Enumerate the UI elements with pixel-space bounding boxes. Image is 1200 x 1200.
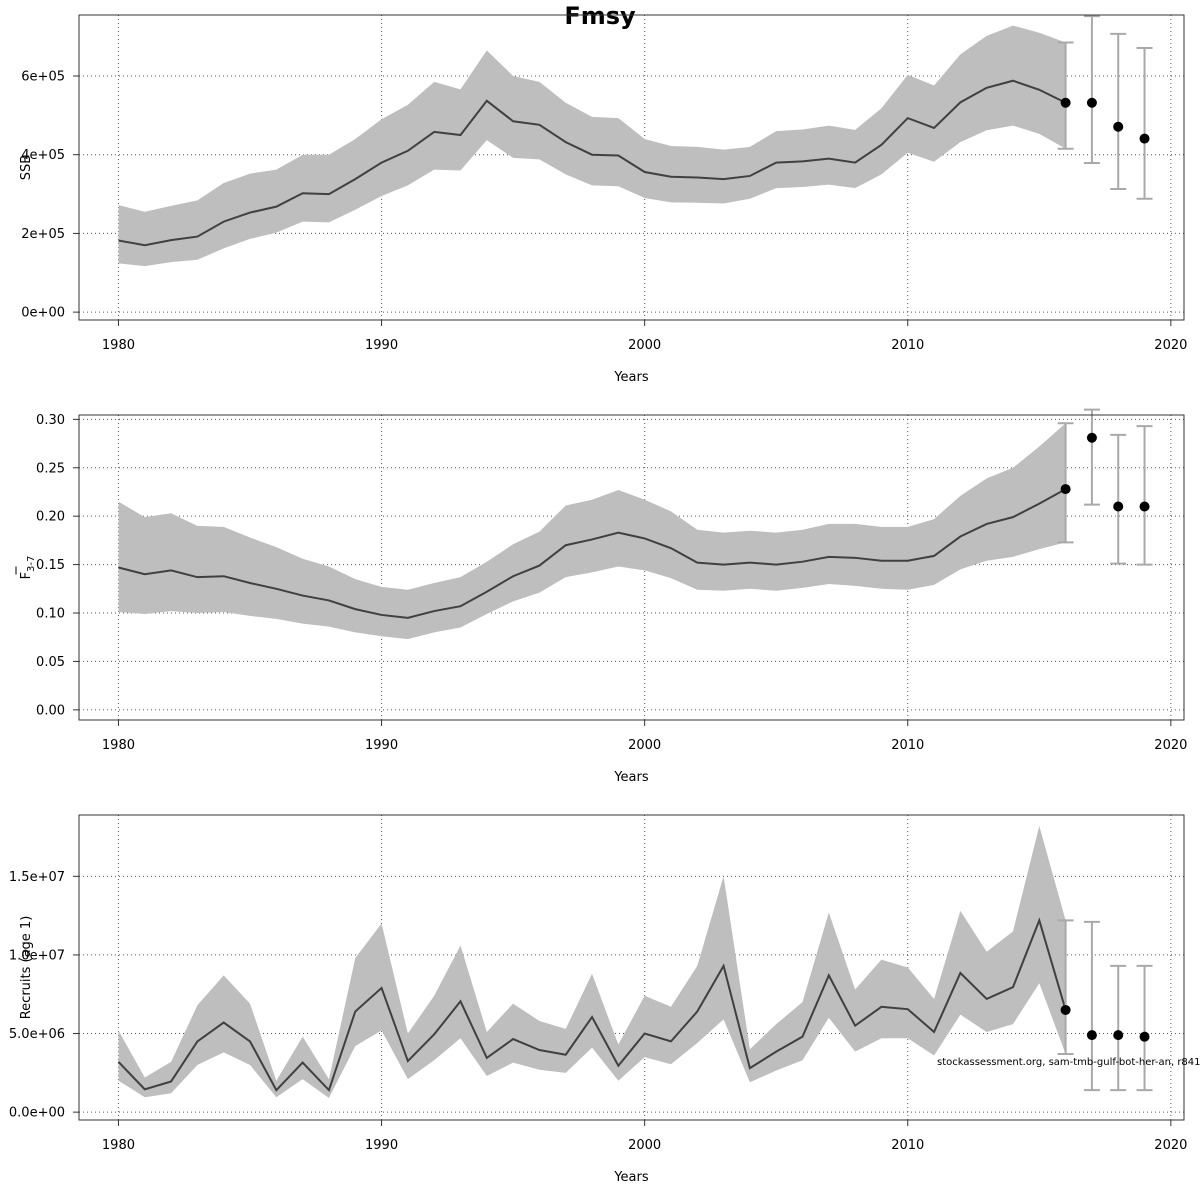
estimate-line <box>117 917 1067 1093</box>
y-tick-label: 0e+00 <box>21 306 65 321</box>
y-tick-label: 0.05 <box>36 655 65 670</box>
confidence-band <box>118 25 1066 267</box>
point-forecast <box>1139 133 1150 144</box>
y-axis-label: F3-7 <box>19 556 37 580</box>
x-tick-label: 1990 <box>365 738 398 753</box>
y-tick-label: 0.30 <box>36 413 65 428</box>
point-forecast <box>1139 501 1150 512</box>
estimate-line <box>118 79 1067 247</box>
y-tick-label: 0.15 <box>36 558 65 573</box>
x-axis-label: Years <box>613 370 649 385</box>
point-forecast <box>1113 121 1124 132</box>
y-axis-label: Recruits (age 1) <box>19 916 34 1020</box>
x-tick-label: 2010 <box>891 338 924 353</box>
y-tick-label: 5.0e+06 <box>9 1027 65 1042</box>
x-tick-label: 2000 <box>628 738 661 753</box>
source-annotation: stockassessment.org, sam-tmb-gulf-bot-he… <box>937 1057 1200 1068</box>
point-forecast <box>1086 97 1097 108</box>
x-tick-label: 2010 <box>891 1138 924 1153</box>
point-last-year <box>1060 1004 1071 1015</box>
y-tick-label: 1.0e+07 <box>9 948 65 963</box>
plot-frame <box>78 814 1185 1121</box>
panel-fbar: 1980 1990 2000 2010 2020 0.00 0.05 0.10 0.15 0.20… <box>15 408 1187 785</box>
plot-frame <box>78 414 1185 721</box>
panel-ssb: 1980 1990 2000 2010 2020 0e+00 2e+05 4e+05 6e+05… <box>19 14 1187 385</box>
point-last-year <box>1060 484 1071 495</box>
x-tick-label: 2010 <box>891 738 924 753</box>
y-tick-label: 0.25 <box>36 461 65 476</box>
estimate-line <box>118 488 1067 619</box>
chart-title: Fmsy <box>564 2 636 30</box>
x-tick-label: 2020 <box>1154 1138 1187 1153</box>
x-tick-label: 1980 <box>102 738 135 753</box>
point-forecast <box>1086 432 1097 443</box>
y-tick-label: 4e+05 <box>21 148 65 163</box>
x-tick-label: 2020 <box>1154 738 1187 753</box>
y-tick-label: 1.5e+07 <box>9 870 65 885</box>
x-tick-label: 1990 <box>365 1138 398 1153</box>
panel-recruits: 1980 1990 2000 2010 2020 0.0e+00 5.0e+06 1.0e+0… <box>9 814 1187 1185</box>
y-tick-label: 0.0e+00 <box>9 1106 65 1121</box>
x-axis-label: Years <box>613 770 649 785</box>
x-tick-label: 1980 <box>102 338 135 353</box>
point-forecast <box>1113 501 1124 512</box>
confidence-band <box>118 423 1066 640</box>
x-tick-label: 2000 <box>628 1138 661 1153</box>
x-tick-label: 1990 <box>365 338 398 353</box>
y-tick-label: 2e+05 <box>21 227 65 242</box>
x-tick-label: 1980 <box>102 1138 135 1153</box>
y-tick-label: 0.00 <box>36 703 65 718</box>
point-forecast <box>1086 1030 1097 1041</box>
plot-frame <box>78 14 1185 321</box>
x-tick-label: 2020 <box>1154 338 1187 353</box>
y-tick-label: 6e+05 <box>21 70 65 85</box>
point-forecast <box>1113 1030 1124 1041</box>
y-tick-label: 0.10 <box>36 607 65 622</box>
x-axis-label: Years <box>613 1170 649 1185</box>
y-axis-label-subscript: 3-7 <box>26 556 37 572</box>
y-tick-label: 0.20 <box>36 510 65 525</box>
confidence-band <box>118 826 1066 1098</box>
point-forecast <box>1139 1031 1150 1042</box>
x-tick-label: 2000 <box>628 338 661 353</box>
point-last-year <box>1060 97 1071 108</box>
y-axis-label: SSB <box>19 155 34 180</box>
